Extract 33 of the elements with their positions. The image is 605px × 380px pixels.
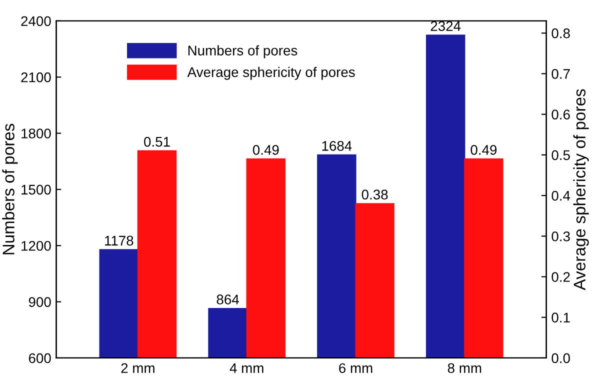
- y-tick-label: 1800: [22, 128, 51, 138]
- data-label: 1684: [322, 141, 352, 151]
- y2-tick-label: 0.5: [552, 150, 570, 160]
- x-tick-label: 6 mm: [339, 363, 372, 374]
- y2-tick-label: 0.0: [552, 353, 570, 364]
- data-label: 864: [216, 294, 239, 304]
- legend-label: Average sphericity of pores: [187, 66, 355, 80]
- x-tick-label: 8 mm: [448, 363, 482, 374]
- y2-axis-title: Average sphericity of pores: [573, 89, 589, 290]
- y2-tick-label: 0.4: [552, 190, 570, 201]
- y2-tick-label: 0.7: [552, 69, 570, 79]
- x-tick-label: 4 mm: [230, 363, 264, 373]
- y-axis-title: Numbers of pores: [2, 124, 18, 254]
- data-label: 0.38: [362, 190, 388, 200]
- y-tick-label: 2100: [21, 72, 51, 82]
- y-tick-label: 600: [28, 353, 51, 364]
- legend-label: Numbers of pores: [188, 45, 298, 58]
- y-tick-label: 900: [28, 297, 51, 307]
- y2-tick-label: 0.8: [552, 28, 570, 38]
- y2-tick-label: 0.1: [552, 312, 570, 323]
- data-label: 1178: [105, 236, 134, 246]
- y2-tick-label: 0.3: [552, 231, 570, 242]
- bar: [246, 158, 286, 358]
- data-label: 0.49: [252, 145, 279, 155]
- data-label: 0.49: [470, 145, 497, 155]
- y-tick-label: 2400: [21, 16, 51, 26]
- data-label: 0.51: [144, 136, 170, 147]
- x-tick-label: 2 mm: [121, 363, 154, 373]
- data-label: 2324: [430, 21, 461, 31]
- y2-tick-label: 0.6: [552, 110, 570, 120]
- y-tick-label: 1500: [22, 184, 51, 195]
- y-tick-label: 1200: [22, 240, 51, 251]
- y2-tick-label: 0.2: [552, 272, 570, 282]
